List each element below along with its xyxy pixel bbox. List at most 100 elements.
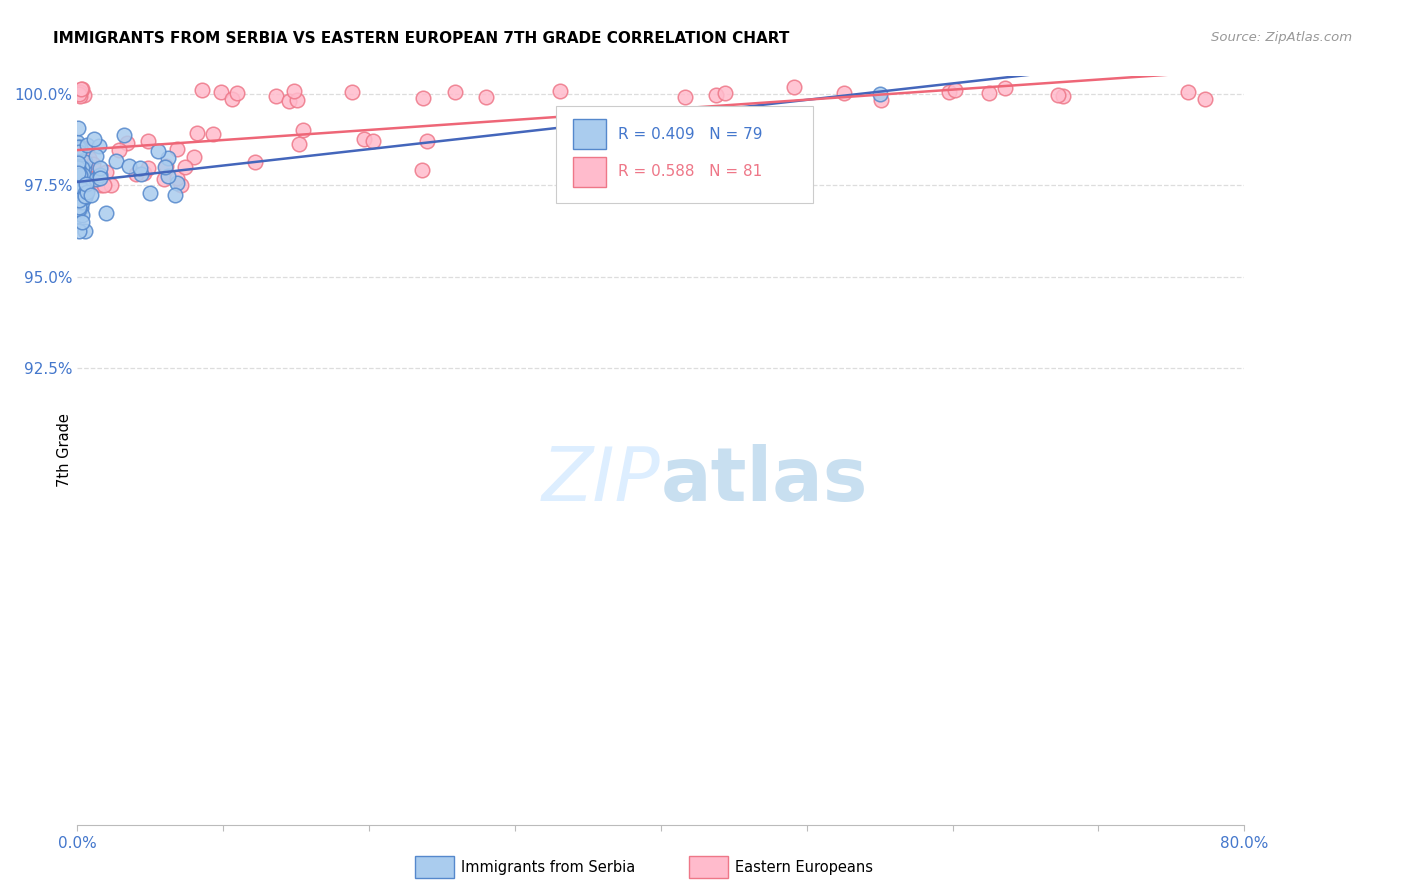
Point — [84, 169, 107, 183]
Point — [66, 209, 89, 223]
Point — [72, 168, 94, 182]
Point — [67, 193, 90, 207]
Point — [69, 186, 91, 200]
Point — [73, 224, 96, 238]
Point — [125, 167, 148, 181]
Point — [73, 169, 96, 184]
Point — [979, 87, 1001, 101]
Point — [155, 160, 177, 174]
Point — [285, 93, 308, 107]
Point — [264, 89, 287, 103]
Point — [90, 178, 112, 193]
Point — [76, 161, 98, 175]
Point — [136, 161, 159, 175]
Point — [82, 156, 104, 170]
Point — [292, 123, 315, 137]
Point — [66, 205, 89, 219]
Point — [100, 178, 122, 192]
Point — [79, 178, 101, 193]
Point — [70, 208, 93, 222]
Point — [76, 138, 98, 153]
Point — [69, 168, 91, 182]
Y-axis label: 7th Grade: 7th Grade — [56, 414, 72, 487]
Point — [221, 92, 243, 106]
Point — [278, 95, 301, 109]
Point — [70, 161, 93, 175]
Point — [411, 163, 433, 178]
Point — [76, 185, 98, 199]
Point — [226, 86, 249, 100]
Text: Source: ZipAtlas.com: Source: ZipAtlas.com — [1212, 31, 1353, 45]
Point — [165, 187, 187, 202]
Point — [1177, 85, 1199, 99]
Point — [66, 168, 89, 182]
Point — [783, 79, 806, 94]
Point — [67, 224, 90, 238]
Point — [67, 176, 90, 190]
Point — [115, 136, 138, 150]
Point — [73, 165, 96, 179]
Point — [70, 82, 93, 96]
Text: Eastern Europeans: Eastern Europeans — [735, 860, 873, 874]
Point — [166, 176, 188, 190]
Point — [73, 154, 96, 169]
Point — [66, 183, 89, 197]
Point — [72, 141, 94, 155]
Point — [69, 179, 91, 194]
Point — [69, 178, 91, 193]
Text: ZIP: ZIP — [543, 444, 661, 516]
Point — [1047, 87, 1070, 102]
Point — [75, 178, 97, 193]
Point — [69, 201, 91, 215]
Point — [83, 132, 105, 146]
Text: atlas: atlas — [661, 444, 868, 517]
Point — [67, 164, 90, 178]
Point — [67, 87, 90, 101]
Point — [66, 194, 89, 208]
Point — [93, 178, 115, 193]
Point — [713, 86, 735, 100]
Point — [475, 89, 498, 103]
Point — [76, 174, 98, 188]
Point — [66, 135, 89, 149]
Point — [87, 139, 110, 153]
Point — [76, 177, 98, 191]
Point — [201, 127, 224, 141]
Point — [156, 169, 179, 183]
Point — [66, 156, 89, 170]
Point — [69, 141, 91, 155]
Point — [1194, 92, 1216, 106]
Point — [75, 189, 97, 203]
Point — [112, 128, 135, 142]
Point — [70, 152, 93, 166]
Point — [67, 120, 90, 135]
Point — [75, 182, 97, 196]
Point — [146, 144, 169, 158]
Point — [80, 158, 103, 172]
Point — [938, 85, 960, 99]
Point — [173, 160, 195, 174]
Point — [69, 85, 91, 99]
Point — [706, 88, 728, 103]
Point — [70, 195, 93, 210]
Point — [361, 134, 384, 148]
Point — [67, 145, 90, 159]
Point — [73, 185, 96, 199]
Point — [340, 85, 363, 99]
Point — [66, 175, 89, 189]
Point — [105, 153, 128, 168]
Point — [73, 186, 96, 200]
Point — [67, 188, 90, 202]
Point — [191, 83, 214, 97]
Point — [73, 189, 96, 203]
Text: IMMIGRANTS FROM SERBIA VS EASTERN EUROPEAN 7TH GRADE CORRELATION CHART: IMMIGRANTS FROM SERBIA VS EASTERN EUROPE… — [53, 31, 790, 46]
Point — [70, 169, 93, 183]
Point — [76, 142, 98, 156]
Point — [77, 151, 100, 165]
FancyBboxPatch shape — [555, 106, 813, 203]
Point — [129, 161, 152, 176]
Point — [870, 93, 893, 107]
Point — [67, 184, 90, 198]
Point — [209, 85, 232, 99]
Point — [166, 171, 188, 186]
